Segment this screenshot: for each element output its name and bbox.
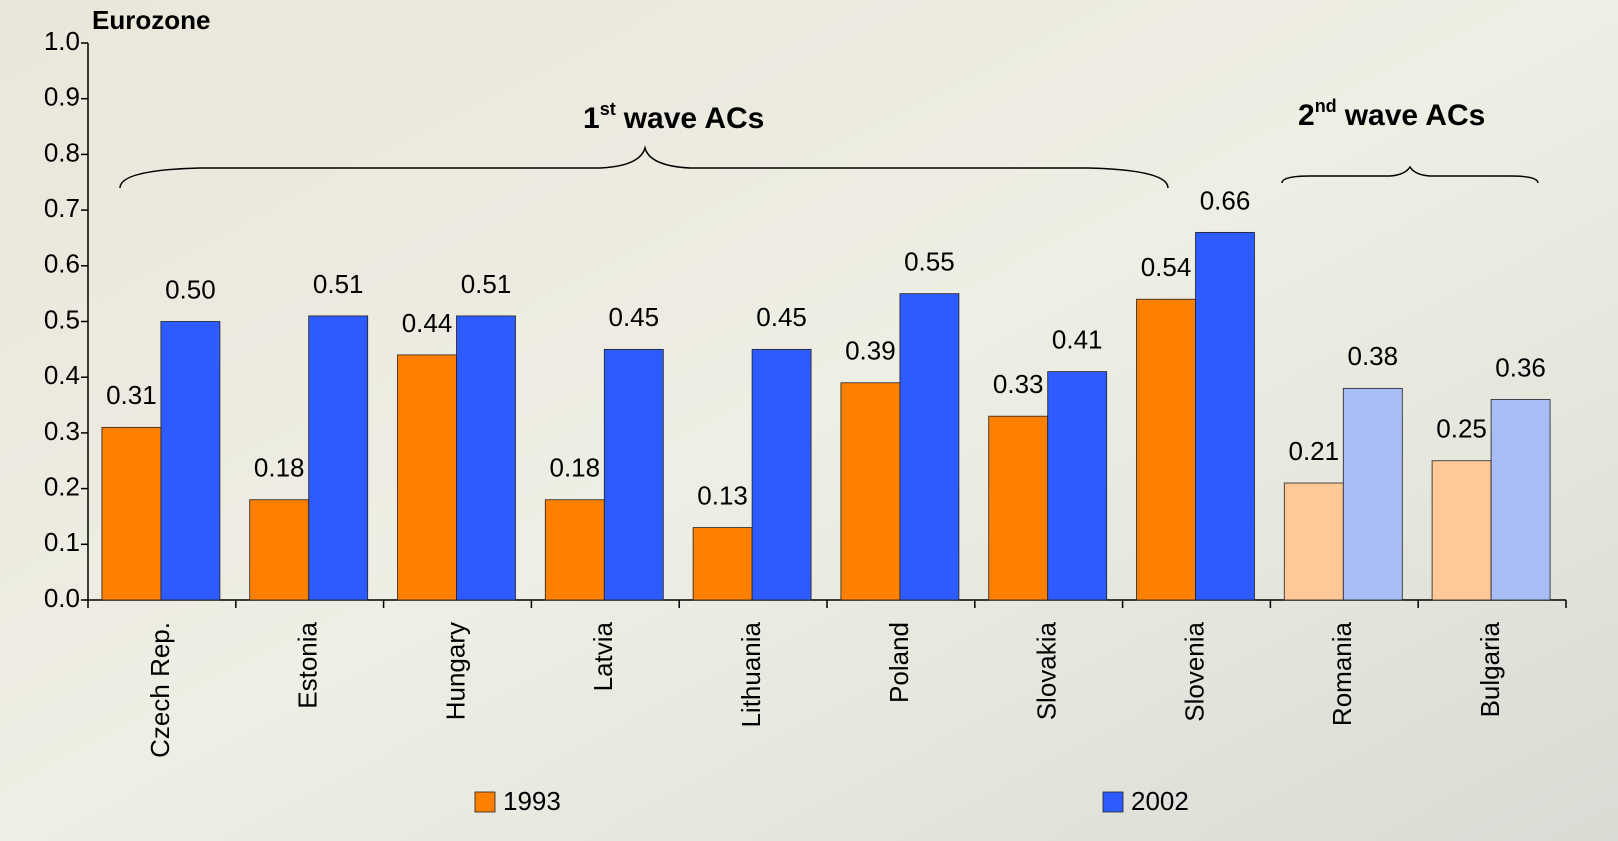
- bar: [249, 499, 310, 601]
- x-tick-label: Latvia: [588, 621, 618, 691]
- value-label: 0.18: [254, 453, 305, 483]
- bar: [101, 426, 162, 601]
- value-label: 0.13: [697, 480, 748, 510]
- annotation: 2nd wave ACs: [1298, 96, 1485, 132]
- bar: [1490, 399, 1551, 601]
- bar: [1283, 482, 1344, 601]
- legend-swatch: [474, 791, 496, 813]
- x-tick-label: Lithuania: [736, 621, 766, 727]
- y-tick-label: 0.5: [44, 304, 80, 334]
- legend-swatch: [1102, 791, 1124, 813]
- value-label: 0.45: [608, 302, 659, 332]
- y-tick-label: 0.6: [44, 249, 80, 279]
- y-tick-label: 0.9: [44, 82, 80, 112]
- value-label: 0.38: [1347, 341, 1398, 371]
- bar: [988, 415, 1049, 601]
- bar: [692, 527, 753, 601]
- bar: [899, 293, 960, 601]
- value-label: 0.33: [993, 369, 1044, 399]
- value-label: 0.44: [402, 308, 453, 338]
- x-tick-label: Bulgaria: [1475, 621, 1505, 717]
- value-label: 0.21: [1288, 436, 1339, 466]
- y-tick-label: 0.8: [44, 137, 80, 167]
- value-label: 0.51: [313, 269, 364, 299]
- brace: [1281, 165, 1539, 184]
- bar: [456, 315, 516, 601]
- legend-label: 1993: [503, 786, 561, 816]
- bar: [544, 499, 605, 601]
- bar: [1195, 231, 1255, 601]
- y-tick-label: 1.0: [44, 26, 80, 56]
- bar: [1431, 460, 1492, 601]
- legend-label: 2002: [1131, 786, 1189, 816]
- x-tick-label: Hungary: [440, 622, 470, 720]
- annotation-suffix: nd: [1315, 96, 1337, 116]
- y-tick-label: 0.1: [44, 527, 80, 557]
- bar: [603, 348, 664, 601]
- annotation-suffix: st: [600, 99, 616, 119]
- value-label: 0.31: [106, 380, 157, 410]
- value-label: 0.41: [1052, 325, 1103, 355]
- annotation-number: 1: [583, 102, 600, 135]
- value-label: 0.50: [165, 274, 216, 304]
- bar: [751, 348, 812, 601]
- bar: [840, 382, 901, 601]
- value-label: 0.45: [756, 302, 807, 332]
- x-tick-label: Czech Rep.: [145, 622, 175, 758]
- bar: [1342, 387, 1403, 601]
- value-label: 0.25: [1436, 414, 1487, 444]
- x-tick-label: Slovakia: [1032, 621, 1062, 720]
- x-tick-label: Poland: [884, 622, 914, 703]
- value-label: 0.55: [904, 247, 955, 277]
- bar: [1047, 371, 1108, 601]
- brace: [119, 145, 1169, 189]
- annotation-number: 2: [1298, 99, 1315, 132]
- y-tick-label: 0.4: [44, 360, 80, 390]
- value-label: 0.54: [1141, 252, 1192, 282]
- value-label: 0.36: [1495, 352, 1546, 382]
- y-tick-label: 0.0: [44, 583, 80, 613]
- bar: [397, 354, 457, 601]
- value-label: 0.18: [549, 453, 600, 483]
- annotation-text: wave ACs: [1344, 99, 1486, 132]
- bar: [1136, 298, 1196, 601]
- y-tick-label: 0.7: [44, 193, 80, 223]
- annotation: 1st wave ACs: [583, 99, 764, 135]
- value-label: 0.39: [845, 336, 896, 366]
- value-label: 0.66: [1200, 185, 1251, 215]
- y-tick-label: 0.2: [44, 471, 80, 501]
- x-tick-label: Estonia: [293, 621, 323, 708]
- value-label: 0.51: [461, 269, 512, 299]
- bar: [308, 315, 369, 601]
- annotation-text: wave ACs: [623, 102, 765, 135]
- x-tick-label: Slovenia: [1179, 621, 1209, 721]
- bar: [160, 321, 221, 601]
- x-tick-label: Romania: [1327, 621, 1357, 726]
- y-tick-label: 0.3: [44, 416, 80, 446]
- y-axis-title: Eurozone: [92, 5, 210, 35]
